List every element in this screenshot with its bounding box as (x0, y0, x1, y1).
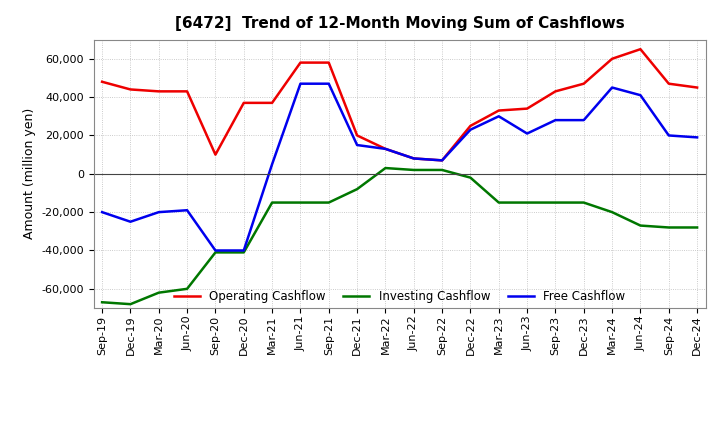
Free Cashflow (495, 114, 503, 119)
Operating Cashflow (580, 81, 588, 86)
Investing Cashflow (410, 167, 418, 172)
Investing Cashflow (268, 200, 276, 205)
Investing Cashflow (211, 250, 220, 255)
Operating Cashflow (381, 146, 390, 151)
Free Cashflow (608, 85, 616, 90)
Free Cashflow (410, 156, 418, 161)
Free Cashflow (183, 208, 192, 213)
Operating Cashflow (693, 85, 701, 90)
Investing Cashflow (438, 167, 446, 172)
Investing Cashflow (353, 187, 361, 192)
Operating Cashflow (240, 100, 248, 106)
Investing Cashflow (665, 225, 673, 230)
Free Cashflow (580, 117, 588, 123)
Investing Cashflow (693, 225, 701, 230)
Free Cashflow (636, 92, 644, 98)
Operating Cashflow (608, 56, 616, 62)
Operating Cashflow (155, 89, 163, 94)
Title: [6472]  Trend of 12-Month Moving Sum of Cashflows: [6472] Trend of 12-Month Moving Sum of C… (175, 16, 624, 32)
Investing Cashflow (126, 301, 135, 307)
Free Cashflow (211, 248, 220, 253)
Investing Cashflow (98, 300, 107, 305)
Line: Free Cashflow: Free Cashflow (102, 84, 697, 250)
Investing Cashflow (608, 209, 616, 215)
Operating Cashflow (466, 123, 474, 128)
Operating Cashflow (665, 81, 673, 86)
Investing Cashflow (523, 200, 531, 205)
Operating Cashflow (438, 158, 446, 163)
Free Cashflow (98, 209, 107, 215)
Operating Cashflow (636, 47, 644, 52)
Investing Cashflow (551, 200, 559, 205)
Investing Cashflow (325, 200, 333, 205)
Free Cashflow (155, 209, 163, 215)
Operating Cashflow (126, 87, 135, 92)
Operating Cashflow (551, 89, 559, 94)
Operating Cashflow (183, 89, 192, 94)
Operating Cashflow (523, 106, 531, 111)
Free Cashflow (325, 81, 333, 86)
Free Cashflow (466, 127, 474, 132)
Operating Cashflow (410, 156, 418, 161)
Free Cashflow (438, 158, 446, 163)
Investing Cashflow (183, 286, 192, 291)
Operating Cashflow (353, 133, 361, 138)
Free Cashflow (268, 161, 276, 167)
Free Cashflow (240, 248, 248, 253)
Investing Cashflow (495, 200, 503, 205)
Operating Cashflow (296, 60, 305, 65)
Investing Cashflow (381, 165, 390, 171)
Investing Cashflow (155, 290, 163, 295)
Line: Investing Cashflow: Investing Cashflow (102, 168, 697, 304)
Free Cashflow (296, 81, 305, 86)
Free Cashflow (381, 146, 390, 151)
Operating Cashflow (211, 152, 220, 157)
Operating Cashflow (325, 60, 333, 65)
Free Cashflow (126, 219, 135, 224)
Line: Operating Cashflow: Operating Cashflow (102, 49, 697, 160)
Operating Cashflow (98, 79, 107, 84)
Investing Cashflow (466, 175, 474, 180)
Investing Cashflow (240, 250, 248, 255)
Y-axis label: Amount (million yen): Amount (million yen) (23, 108, 36, 239)
Free Cashflow (665, 133, 673, 138)
Investing Cashflow (636, 223, 644, 228)
Free Cashflow (353, 143, 361, 148)
Investing Cashflow (296, 200, 305, 205)
Legend: Operating Cashflow, Investing Cashflow, Free Cashflow: Operating Cashflow, Investing Cashflow, … (169, 285, 630, 308)
Free Cashflow (693, 135, 701, 140)
Free Cashflow (551, 117, 559, 123)
Free Cashflow (523, 131, 531, 136)
Operating Cashflow (268, 100, 276, 106)
Operating Cashflow (495, 108, 503, 113)
Investing Cashflow (580, 200, 588, 205)
